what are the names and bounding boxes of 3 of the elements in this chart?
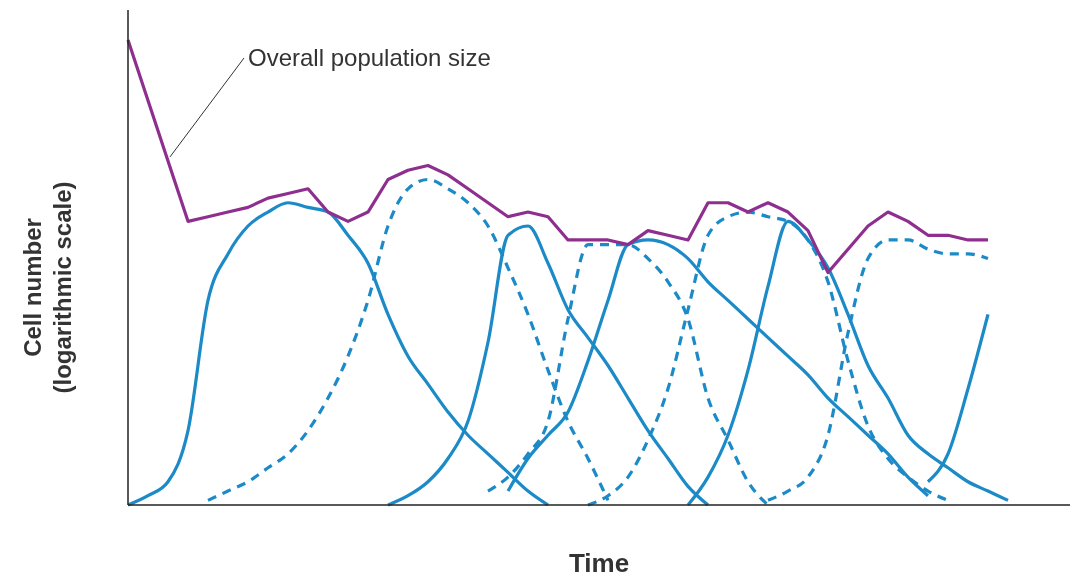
x-axis-title: Time bbox=[568, 548, 630, 577]
annotation: Overall population size bbox=[248, 44, 491, 71]
y-axis-title: Cell number (logarithmic scale) bbox=[19, 181, 76, 394]
